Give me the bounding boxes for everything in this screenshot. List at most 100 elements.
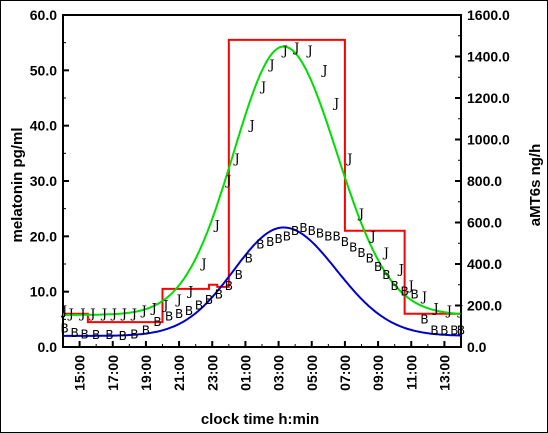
fit-curve-j <box>63 45 462 316</box>
series-b-point: B <box>283 229 291 243</box>
series-b-point: B <box>235 268 243 282</box>
series-j-point: J <box>110 307 117 322</box>
series-b-point: B <box>61 322 69 336</box>
y-right-tick-label: 800.0 <box>467 173 502 189</box>
series-b-point: B <box>420 312 428 326</box>
series-b-point: B <box>341 235 349 249</box>
y-left-tick-label: 40.0 <box>30 118 57 134</box>
series-j-point: J <box>199 257 206 272</box>
series-b-point: B <box>105 328 113 342</box>
x-tick-label: 13:00 <box>436 355 452 391</box>
series-j-point: J <box>305 44 312 59</box>
y-right-tick-label: 1000.0 <box>467 132 510 148</box>
y-right-tick-label: 1600.0 <box>467 7 510 23</box>
series-j-point: J <box>357 207 364 222</box>
y-right-tick-label: 1200.0 <box>467 90 510 106</box>
y-axis-left-title: melatonin pg/ml <box>9 127 26 242</box>
series-b-point: B <box>391 279 399 293</box>
series-b-point: B <box>349 240 357 254</box>
series-b-point: B <box>92 328 100 342</box>
series-j-point: J <box>320 63 327 78</box>
series-b-point: B <box>245 251 253 265</box>
series-b-point: B <box>119 329 127 343</box>
series-j-point: J <box>456 304 463 319</box>
y-right-tick-label: 1400.0 <box>467 49 510 65</box>
series-b-point: B <box>366 251 374 265</box>
series-j-point: J <box>161 299 168 314</box>
y-right-tick-label: 200.0 <box>467 298 502 314</box>
series-b-point: B <box>450 323 458 337</box>
series-j-point: J <box>67 307 74 322</box>
series-j-point: J <box>292 41 299 56</box>
series-b-point: B <box>215 287 223 301</box>
series-j-point: J <box>382 246 389 261</box>
y-left-tick-label: 50.0 <box>30 62 57 78</box>
series-j-point: J <box>445 304 452 319</box>
series-j-point: J <box>100 307 107 322</box>
series-j-point: J <box>174 293 181 308</box>
x-tick-label: 07:00 <box>337 355 353 391</box>
series-b-point: B <box>142 323 150 337</box>
series-b-point: B <box>308 224 316 238</box>
x-tick-label: 03:00 <box>271 355 287 391</box>
series-j-point: J <box>120 307 127 322</box>
series-j-point: J <box>432 301 439 316</box>
series-j-point: J <box>60 304 67 319</box>
series-j-point: J <box>150 301 157 316</box>
y-left-tick-label: 0.0 <box>38 339 58 355</box>
series-b-point: B <box>266 235 274 249</box>
series-b-point: B <box>457 323 465 337</box>
series-b-point: B <box>225 279 233 293</box>
series-b-point: B <box>316 227 324 241</box>
y-right-tick-label: 0.0 <box>467 339 487 355</box>
x-tick-label: 23:00 <box>204 355 220 391</box>
series-b-point: B <box>430 323 438 337</box>
series-b-point: B <box>165 310 173 324</box>
y-right-tick-label: 600.0 <box>467 215 502 231</box>
series-b-point: B <box>440 323 448 337</box>
x-tick-label: 19:00 <box>138 355 154 391</box>
series-b-point: B <box>185 304 193 318</box>
series-j-point: J <box>345 152 352 167</box>
x-tick-label: 17:00 <box>105 355 121 391</box>
series-j-point: J <box>332 97 339 112</box>
fit-curve-b <box>63 226 461 337</box>
series-b-point: B <box>175 307 183 321</box>
series-j-point: J <box>368 229 375 244</box>
y-left-tick-label: 10.0 <box>30 284 57 300</box>
series-j-point: J <box>247 119 254 134</box>
series-b-point: B <box>357 246 365 260</box>
x-tick-label: 05:00 <box>304 355 320 391</box>
series-j-point: J <box>224 174 231 189</box>
x-tick-label: 09:00 <box>370 355 386 391</box>
series-b-point: B <box>291 224 299 238</box>
x-tick-label: 01:00 <box>237 355 253 391</box>
y-left-tick-label: 30.0 <box>30 173 57 189</box>
series-j-point: J <box>186 285 193 300</box>
series-b-point: B <box>274 232 282 246</box>
series-b-point: B <box>205 293 213 307</box>
series-j-point: J <box>213 218 220 233</box>
series-b-point: B <box>80 327 88 341</box>
series-j-point: J <box>140 304 147 319</box>
x-tick-label: 11:00 <box>403 355 419 390</box>
series-j-point: J <box>78 307 85 322</box>
series-b-point: B <box>195 299 203 313</box>
series-b-point: B <box>374 260 382 274</box>
series-b-point: B <box>130 327 138 341</box>
series-j-point: J <box>233 152 240 167</box>
y-right-tick-label: 400.0 <box>467 256 502 272</box>
series-b-point: B <box>382 268 390 282</box>
series-j-point: J <box>267 58 274 73</box>
series-j-point: J <box>397 263 404 278</box>
y-left-tick-label: 20.0 <box>30 228 57 244</box>
x-axis-title: clock time h:min <box>201 411 319 428</box>
series-b-point: B <box>324 229 332 243</box>
series-j-point: J <box>420 290 427 305</box>
series-b-point: B <box>153 315 161 329</box>
axes: 0.0 10.0 20.0 30.0 40.0 50.0 60.0 0.0 200.0 400.0… <box>30 7 510 391</box>
y-axis-right-title: aMT6s ng/h <box>527 144 544 227</box>
series-b-point: B <box>400 285 408 299</box>
